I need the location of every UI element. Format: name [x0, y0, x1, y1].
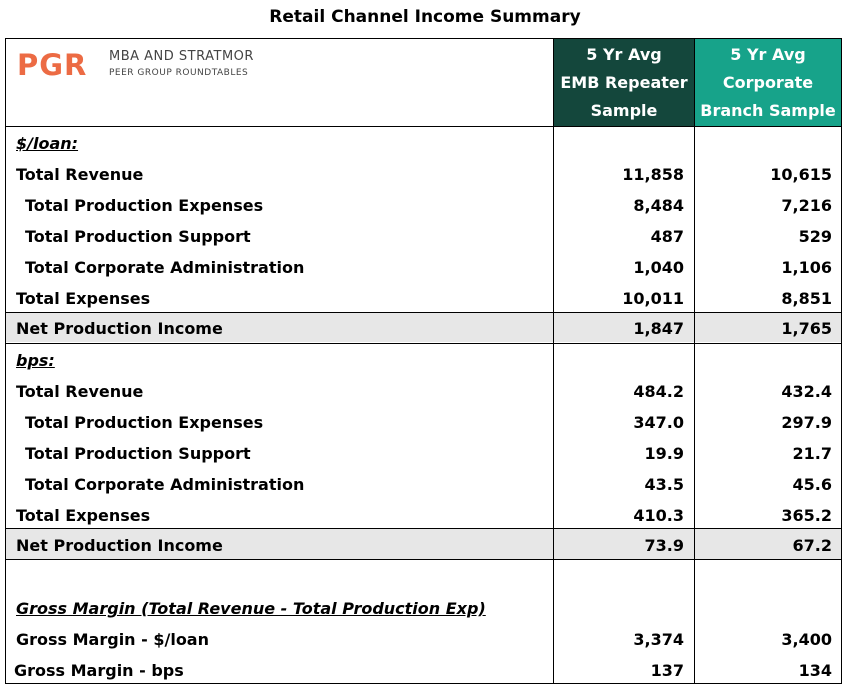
table-row: bps: — [6, 345, 841, 376]
value-emb: 137 — [650, 661, 684, 680]
row-label: Total Corporate Administration — [25, 258, 305, 277]
table-row: Total Corporate Administration 43.5 45.6 — [6, 469, 841, 500]
table-row: Gross Margin (Total Revenue - Total Prod… — [6, 593, 841, 624]
table-row: Total Corporate Administration 1,040 1,1… — [6, 252, 841, 283]
value-emb: 3,374 — [633, 630, 684, 649]
value-corporate: 3,400 — [781, 630, 832, 649]
value-emb: 487 — [650, 227, 684, 246]
row-label: Net Production Income — [16, 536, 223, 555]
value-emb: 484.2 — [633, 382, 684, 401]
value-corporate: 10,615 — [770, 165, 832, 184]
column-header-corporate-branch: 5 Yr Avg Corporate Branch Sample — [695, 39, 841, 126]
table-row: Total Production Support 487 529 — [6, 221, 841, 252]
table-row: Total Expenses 410.3 365.2 — [6, 500, 841, 531]
value-emb: 11,858 — [622, 165, 684, 184]
row-label: Total Revenue — [16, 165, 144, 184]
value-corporate: 1,765 — [781, 319, 832, 338]
value-corporate: 432.4 — [781, 382, 832, 401]
header-divider — [5, 126, 842, 127]
value-corporate: 1,106 — [781, 258, 832, 277]
net-income-band-loan — [6, 312, 841, 342]
table-row: $/loan: — [6, 128, 841, 159]
row-label: Gross Margin - bps — [14, 661, 184, 680]
section-label: bps: — [16, 351, 55, 370]
row-label: Total Production Support — [25, 227, 251, 246]
column-header-emb-repeater: 5 Yr Avg EMB Repeater Sample — [554, 39, 694, 126]
value-emb: 410.3 — [633, 506, 684, 525]
value-corporate: 134 — [798, 661, 832, 680]
value-emb: 1,040 — [633, 258, 684, 277]
pgr-logo-line2: PEER GROUP ROUNDTABLES — [109, 68, 249, 78]
row-label: Net Production Income — [16, 319, 223, 338]
row-label: Total Corporate Administration — [25, 475, 305, 494]
row-divider — [5, 312, 842, 313]
value-corporate: 67.2 — [792, 536, 832, 555]
value-emb: 347.0 — [633, 413, 684, 432]
section-label: Gross Margin (Total Revenue - Total Prod… — [16, 599, 486, 618]
value-corporate: 45.6 — [792, 475, 832, 494]
row-label: Total Revenue — [16, 382, 144, 401]
table-row: Net Production Income 1,847 1,765 — [6, 313, 841, 344]
row-divider — [5, 343, 842, 344]
value-corporate: 529 — [798, 227, 832, 246]
value-emb: 43.5 — [644, 475, 684, 494]
section-label: $/loan: — [16, 134, 79, 153]
pgr-logo-mark: PGR — [17, 48, 88, 82]
table-frame — [5, 38, 842, 684]
pgr-logo-line1: MBA AND STRATMOR — [109, 49, 254, 64]
value-corporate: 8,851 — [781, 289, 832, 308]
table-row: Total Production Support 19.9 21.7 — [6, 438, 841, 469]
table-row: Total Production Expenses 347.0 297.9 — [6, 407, 841, 438]
value-emb: 1,847 — [633, 319, 684, 338]
row-divider — [5, 559, 842, 560]
value-emb: 73.9 — [644, 536, 684, 555]
row-label: Total Production Expenses — [25, 413, 264, 432]
row-label: Total Production Expenses — [25, 196, 264, 215]
row-label: Gross Margin - $/loan — [16, 630, 209, 649]
table-row: Total Revenue 484.2 432.4 — [6, 376, 841, 407]
table-row: Total Expenses 10,011 8,851 — [6, 283, 841, 314]
table-row: Total Production Expenses 8,484 7,216 — [6, 190, 841, 221]
column-divider — [694, 38, 695, 684]
row-divider — [5, 528, 842, 529]
value-emb: 19.9 — [644, 444, 684, 463]
value-corporate: 21.7 — [792, 444, 832, 463]
value-corporate: 365.2 — [781, 506, 832, 525]
value-emb: 10,011 — [622, 289, 684, 308]
net-income-band-bps — [6, 529, 841, 559]
table-row: Total Revenue 11,858 10,615 — [6, 159, 841, 190]
value-emb: 8,484 — [633, 196, 684, 215]
table-row: Gross Margin - bps 137 134 — [6, 655, 841, 686]
table-row: Net Production Income 73.9 67.2 — [6, 530, 841, 561]
row-label: Total Expenses — [16, 506, 151, 525]
value-corporate: 297.9 — [781, 413, 832, 432]
value-corporate: 7,216 — [781, 196, 832, 215]
table-title: Retail Channel Income Summary — [269, 7, 581, 27]
table-row: Gross Margin - $/loan 3,374 3,400 — [6, 624, 841, 655]
column-divider — [553, 38, 554, 684]
row-label: Total Expenses — [16, 289, 151, 308]
row-label: Total Production Support — [25, 444, 251, 463]
